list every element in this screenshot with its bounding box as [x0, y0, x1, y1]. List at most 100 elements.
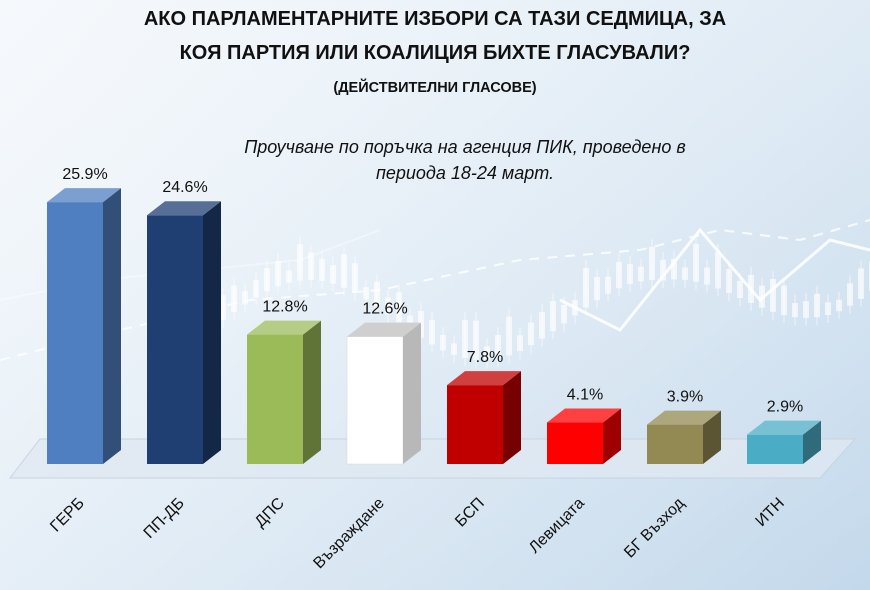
bar-side-face [203, 201, 221, 464]
candle-body [781, 285, 787, 315]
candle-body [385, 297, 391, 315]
series-bars [47, 188, 821, 465]
candle-body [682, 267, 688, 280]
data-label: 24.6% [162, 179, 207, 196]
category-label: Възраждане [310, 495, 387, 572]
candle-body [308, 252, 314, 281]
candle-body [605, 276, 611, 294]
data-label: 4.1% [567, 387, 603, 404]
bar-top-face [747, 420, 821, 435]
category-label: ДПС [252, 495, 288, 531]
candle-body [803, 301, 809, 318]
bar-top-face [147, 201, 221, 216]
bar-front-face [247, 334, 303, 464]
candle-body [396, 292, 402, 323]
bar-top-face [247, 320, 321, 335]
category-label: ПП-ДБ [141, 495, 188, 542]
candle-body [726, 268, 732, 294]
bar-top-face [447, 371, 521, 386]
candle-body [770, 278, 776, 312]
bar-3 [247, 320, 321, 464]
candle-body [517, 335, 523, 351]
bar-side-face [603, 408, 621, 464]
candle-body [429, 319, 435, 345]
bar-side-face [803, 420, 821, 464]
data-label: 12.6% [362, 301, 407, 318]
data-label: 7.8% [467, 349, 503, 366]
bar-4 [346, 322, 421, 465]
bar-side-face [103, 188, 121, 465]
candle-body [352, 263, 358, 293]
candle-body [847, 283, 853, 306]
chart-subtitle-line-1: Проучване по поръчка на агенция ПИК, про… [244, 137, 686, 157]
category-label: БГ Възход [621, 494, 688, 561]
candle-body [319, 258, 325, 282]
candle-body [550, 301, 556, 332]
candle-body [297, 244, 303, 281]
candle-body [330, 265, 336, 284]
candle-body [660, 259, 666, 281]
candle-body [264, 268, 270, 292]
candle-body [275, 261, 281, 287]
bar-6 [547, 408, 621, 464]
bar-front-face [346, 336, 404, 465]
candle-body [341, 254, 347, 288]
bar-side-face [503, 371, 521, 464]
candle-body [737, 280, 743, 299]
candle-body [814, 293, 820, 318]
category-label: ГЕРБ [47, 495, 88, 536]
candle-body [649, 246, 655, 281]
candle-body [715, 251, 721, 289]
bar-7 [647, 410, 721, 464]
bar-front-face [447, 385, 503, 464]
category-label: ИТН [753, 495, 788, 530]
candle-body [858, 268, 864, 299]
candle-body [671, 258, 677, 280]
candle-body [693, 243, 699, 282]
candle-body [374, 281, 380, 307]
category-label: БСП [452, 495, 488, 531]
candle-body [231, 285, 237, 313]
bar-front-face [647, 424, 703, 464]
bar-front-face [747, 434, 803, 464]
candle-body [561, 304, 567, 324]
candle-body [836, 299, 842, 312]
candle-body [528, 322, 534, 346]
chart-title-line-1: АКО ПАРЛАМЕНТАРНИТЕ ИЗБОРИ СА ТАЗИ СЕДМИ… [143, 8, 727, 30]
candle-body [583, 267, 589, 308]
bar-front-face [147, 215, 203, 464]
candle-body [627, 264, 633, 285]
candle-body [594, 276, 600, 301]
bar-2 [147, 201, 221, 464]
bar-front-face [547, 422, 603, 464]
bar-side-face [303, 320, 321, 464]
candle-body [704, 267, 710, 285]
candle-body [616, 261, 622, 289]
candle-body [539, 312, 545, 339]
price-line [559, 227, 870, 332]
candle-body [462, 319, 468, 359]
bar-top-face [647, 410, 721, 425]
candle-body [506, 316, 512, 356]
bar-side-face [403, 322, 421, 464]
candle-body [792, 303, 798, 318]
candle-body [484, 346, 490, 360]
bar-top-face [47, 188, 121, 203]
chart-floor [8, 438, 857, 479]
bar-1 [47, 188, 121, 465]
bar-top-face [347, 322, 421, 337]
bar-8 [747, 420, 821, 464]
data-label: 2.9% [767, 399, 803, 416]
bar-side-face [703, 410, 721, 464]
data-label: 12.8% [262, 299, 307, 316]
candle-body [242, 290, 248, 305]
candle-body [363, 287, 369, 300]
candle-body [440, 334, 446, 351]
candle-body [825, 302, 831, 315]
candle-body [220, 295, 226, 320]
data-label: 3.9% [667, 389, 703, 406]
candle-body [451, 343, 457, 355]
